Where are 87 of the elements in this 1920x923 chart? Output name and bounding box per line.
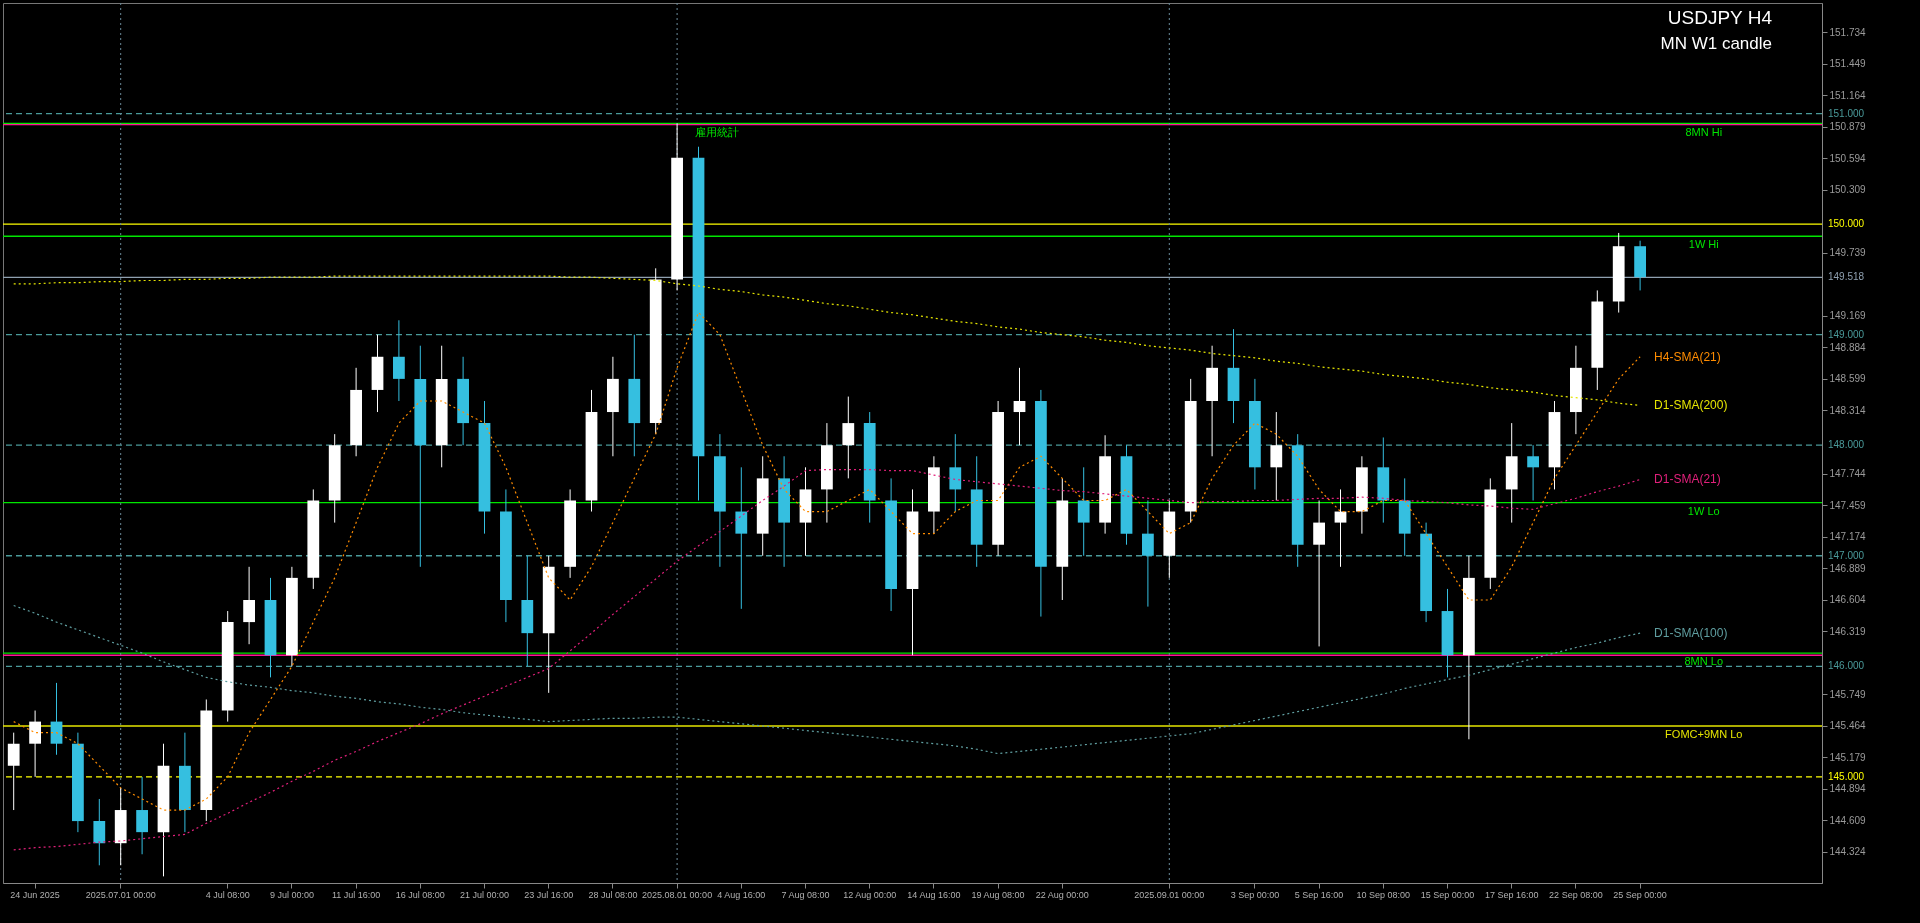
ref-line-label: 150.000 [1828,218,1865,230]
x-tick-label: 2025.08.01 00:00 [642,889,713,900]
y-tick-label: 144.324 [1829,846,1867,858]
candlestick [842,396,855,479]
candlestick [136,776,148,855]
x-tick-label: 16 Jul 08:00 [395,889,445,900]
candlestick [949,433,962,513]
ref-line-label: 147.000 [1828,549,1865,561]
line-series [13,468,1641,851]
x-tick-label: 7 Aug 08:00 [781,889,830,900]
candlestick [735,466,748,610]
y-tick-label: 151.164 [1829,89,1867,101]
x-tick-label: 12 Aug 00:00 [843,889,897,900]
y-tick-label: 147.459 [1829,499,1867,511]
x-tick-label: 10 Sep 08:00 [1356,889,1411,900]
y-tick-label: 149.169 [1829,310,1867,322]
y-tick-label: 146.319 [1829,625,1867,637]
candlestick [1527,444,1539,501]
x-tick-label: 19 Aug 08:00 [971,889,1025,900]
series-label: D1-SMA(200) [1654,398,1728,413]
x-tick-label: 14 Aug 16:00 [907,889,961,900]
x-tick-label: 25 Sep 00:00 [1613,889,1667,900]
annotation: 8MN Hi [1685,125,1723,138]
x-tick-label: 23 Jul 16:00 [524,889,574,900]
ref-line-label: 148.000 [1828,439,1865,451]
y-tick-label: 147.174 [1829,531,1867,543]
ref-line-label: 151.000 [1828,107,1865,119]
y-tick-label: 150.309 [1829,184,1867,196]
x-tick-label: 11 Jul 16:00 [331,889,381,900]
y-tick-label: 146.604 [1829,594,1867,606]
x-tick-label: 4 Jul 08:00 [205,889,250,900]
y-tick-label: 148.599 [1829,373,1867,385]
annotation: 1W Hi [1688,238,1719,251]
candlestick [29,710,41,778]
x-tick-label: 17 Sep 16:00 [1484,889,1539,900]
candlestick [1013,367,1026,446]
candlestick [7,732,20,811]
candlestick [93,798,106,866]
ref-line-label: 149.000 [1828,328,1865,340]
x-tick-label: 22 Aug 00:00 [1035,889,1089,900]
y-tick-label: 145.464 [1829,720,1867,732]
y-tick-label: 150.879 [1829,121,1867,133]
x-tick-label: 2025.09.01 00:00 [1134,889,1205,900]
candlestick [1077,466,1090,557]
y-tick-label: 148.314 [1829,405,1867,416]
annotation: 雇用統計 [695,125,740,138]
y-tick-label: 145.749 [1829,688,1867,700]
ref-line-label: 146.000 [1828,660,1865,672]
x-tick-label: 15 Sep 00:00 [1420,889,1475,900]
y-tick-label: 151.449 [1829,58,1867,70]
candlestick [1313,499,1325,647]
x-tick-label: 4 Aug 16:00 [717,889,766,900]
x-tick-label: 3 Sep 00:00 [1230,889,1280,900]
x-tick-label: 2025.07.01 00:00 [85,889,156,900]
candlestick [1334,488,1347,568]
y-tick-label: 147.744 [1829,468,1867,480]
y-tick-label: 145.179 [1829,751,1867,763]
line-series [13,311,1641,811]
y-tick-label: 144.894 [1829,783,1867,795]
candlestick [243,566,255,645]
ref-line-label: 145.000 [1828,770,1865,782]
text: MN W1 candle [1660,34,1772,53]
line-series [13,604,1641,755]
y-tick-label: 150.594 [1829,152,1867,164]
x-tick-label: 28 Jul 08:00 [588,889,638,900]
text: USDJPY H4 [1667,7,1773,28]
y-tick-label: 144.609 [1829,814,1867,826]
candlestick [393,319,405,402]
x-tick-label: 5 Sep 16:00 [1294,889,1344,900]
x-tick-label: 22 Sep 08:00 [1549,889,1603,900]
y-tick-label: 146.889 [1829,562,1867,574]
annotation: FOMC+9MN Lo [1665,728,1743,741]
x-tick-label: 9 Jul 00:00 [269,889,314,900]
candlestick [1142,499,1154,608]
x-tick-label: 21 Jul 00:00 [459,889,510,900]
candlestick [50,682,63,756]
series-label: H4-SMA(21) [1654,349,1721,364]
series-label: D1-SMA(100) [1654,626,1728,641]
ref-line-label: 149.518 [1828,271,1865,283]
y-tick-label: 148.884 [1829,341,1867,353]
annotation: 1W Lo [1687,504,1720,517]
annotation: 8MN Lo [1684,655,1724,668]
y-tick-label: 151.734 [1829,26,1867,38]
y-tick-label: 149.739 [1829,247,1867,259]
candlestick [1270,411,1283,501]
series-label: D1-SMA(21) [1654,472,1721,487]
x-tick-label: 24 Jun 2025 [10,889,60,900]
